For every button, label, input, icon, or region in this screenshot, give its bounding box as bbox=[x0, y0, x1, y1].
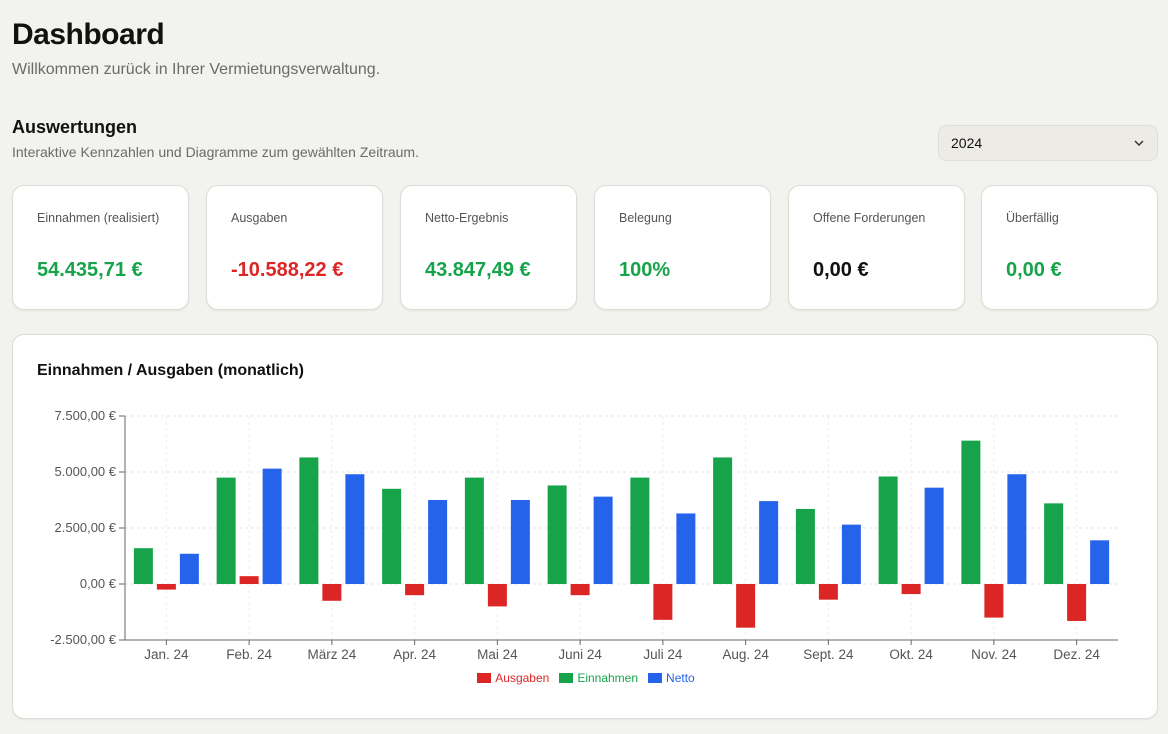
bar-ausgaben bbox=[322, 584, 342, 601]
kpi-label: Überfällig bbox=[1006, 211, 1059, 225]
y-tick-label: 7.500,00 € bbox=[55, 408, 117, 423]
bar-einnahmen bbox=[464, 477, 484, 584]
bar-netto bbox=[1090, 540, 1110, 584]
bar-einnahmen bbox=[1044, 503, 1064, 584]
chart-title: Einnahmen / Ausgaben (monatlich) bbox=[37, 362, 304, 379]
kpi-card-net-result: Netto-Ergebnis 43.847,49 € bbox=[400, 185, 577, 310]
kpi-value: 43.847,49 € bbox=[425, 259, 531, 281]
bar-netto bbox=[179, 553, 199, 584]
x-tick-label: Juni 24 bbox=[558, 647, 602, 662]
x-tick-label: Nov. 24 bbox=[971, 647, 1017, 662]
bar-ausgaben bbox=[156, 584, 176, 590]
bar-ausgaben bbox=[736, 584, 756, 628]
bar-einnahmen bbox=[382, 488, 402, 584]
bar-einnahmen bbox=[630, 477, 650, 584]
legend-swatch bbox=[648, 673, 663, 683]
kpi-label: Offene Forderungen bbox=[813, 211, 926, 225]
year-select-value: 2024 bbox=[951, 135, 983, 151]
section-subtitle: Interaktive Kennzahlen und Diagramme zum… bbox=[12, 144, 419, 160]
section-title: Auswertungen bbox=[12, 117, 138, 137]
bar-ausgaben bbox=[239, 576, 259, 584]
bar-ausgaben bbox=[901, 584, 921, 595]
legend-item-netto[interactable]: Netto bbox=[648, 671, 695, 685]
chart-legend: Ausgaben Einnahmen Netto bbox=[13, 671, 1159, 685]
y-tick-label: 2.500,00 € bbox=[55, 520, 117, 535]
kpi-card-occupancy: Belegung 100% bbox=[594, 185, 771, 310]
x-tick-label: Apr. 24 bbox=[393, 647, 436, 662]
y-tick-label: 0,00 € bbox=[80, 576, 117, 591]
x-tick-label: Aug. 24 bbox=[722, 647, 769, 662]
kpi-card-open-receivables: Offene Forderungen 0,00 € bbox=[788, 185, 965, 310]
monthly-bar-chart: 7.500,00 € 5.000,00 € 2.500,00 € 0,00 € -2.5… bbox=[50, 408, 1118, 662]
legend-label: Einnahmen bbox=[577, 671, 639, 685]
y-tick-label: -2.500,00 € bbox=[50, 632, 117, 647]
x-tick-label: Juli 24 bbox=[643, 647, 683, 662]
bar-netto bbox=[428, 500, 448, 584]
x-tick-label: März 24 bbox=[307, 647, 356, 662]
bar-netto bbox=[1007, 474, 1027, 584]
bar-ausgaben bbox=[1067, 584, 1087, 621]
x-tick-label: Dez. 24 bbox=[1053, 647, 1100, 662]
bar-netto bbox=[510, 500, 530, 584]
legend-label: Netto bbox=[666, 671, 695, 685]
kpi-card-overdue: Überfällig 0,00 € bbox=[981, 185, 1158, 310]
bar-einnahmen bbox=[878, 476, 898, 584]
chart-card: Einnahmen / Ausgaben (monatlich) 7.500,0… bbox=[12, 334, 1158, 719]
bar-ausgaben bbox=[984, 584, 1004, 618]
bar-einnahmen bbox=[961, 440, 981, 584]
page-subtitle: Willkommen zurück in Ihrer Vermietungsve… bbox=[12, 61, 381, 78]
legend-swatch bbox=[559, 673, 574, 683]
bar-netto bbox=[262, 468, 282, 584]
kpi-label: Belegung bbox=[619, 211, 672, 225]
kpi-value: 54.435,71 € bbox=[37, 259, 143, 281]
bar-ausgaben bbox=[570, 584, 590, 596]
kpi-label: Netto-Ergebnis bbox=[425, 211, 509, 225]
bar-einnahmen bbox=[299, 457, 319, 584]
chevron-down-icon bbox=[1133, 137, 1145, 149]
year-select[interactable]: 2024 bbox=[938, 125, 1158, 161]
bar-ausgaben bbox=[487, 584, 507, 607]
legend-label: Ausgaben bbox=[495, 671, 550, 685]
bar-einnahmen bbox=[216, 477, 236, 584]
x-tick-label: Okt. 24 bbox=[889, 647, 933, 662]
bar-netto bbox=[345, 474, 365, 584]
bar-einnahmen bbox=[795, 508, 815, 584]
kpi-value: -10.588,22 € bbox=[231, 259, 344, 281]
kpi-label: Einnahmen (realisiert) bbox=[37, 211, 160, 225]
bar-ausgaben bbox=[653, 584, 673, 620]
bar-netto bbox=[924, 487, 944, 584]
bar-einnahmen bbox=[547, 485, 567, 584]
page-title: Dashboard bbox=[12, 18, 165, 51]
x-tick-label: Mai 24 bbox=[477, 647, 518, 662]
bar-netto bbox=[676, 513, 696, 584]
y-tick-label: 5.000,00 € bbox=[55, 464, 117, 479]
kpi-value: 0,00 € bbox=[1006, 259, 1062, 281]
kpi-card-expenses: Ausgaben -10.588,22 € bbox=[206, 185, 383, 310]
bar-ausgaben bbox=[405, 584, 425, 596]
kpi-value: 0,00 € bbox=[813, 259, 869, 281]
bar-netto bbox=[593, 496, 613, 584]
x-tick-label: Sept. 24 bbox=[803, 647, 854, 662]
x-tick-label: Feb. 24 bbox=[226, 647, 272, 662]
bar-netto bbox=[841, 524, 861, 584]
legend-item-einnahmen[interactable]: Einnahmen bbox=[559, 671, 638, 685]
kpi-value: 100% bbox=[619, 259, 671, 281]
kpi-label: Ausgaben bbox=[231, 211, 288, 225]
legend-item-ausgaben[interactable]: Ausgaben bbox=[477, 671, 549, 685]
bar-einnahmen bbox=[713, 457, 733, 584]
bar-netto bbox=[759, 501, 779, 584]
bar-einnahmen bbox=[133, 548, 153, 584]
kpi-card-income: Einnahmen (realisiert) 54.435,71 € bbox=[12, 185, 189, 310]
x-tick-label: Jan. 24 bbox=[144, 647, 189, 662]
bar-ausgaben bbox=[818, 584, 838, 600]
legend-swatch bbox=[477, 673, 492, 683]
